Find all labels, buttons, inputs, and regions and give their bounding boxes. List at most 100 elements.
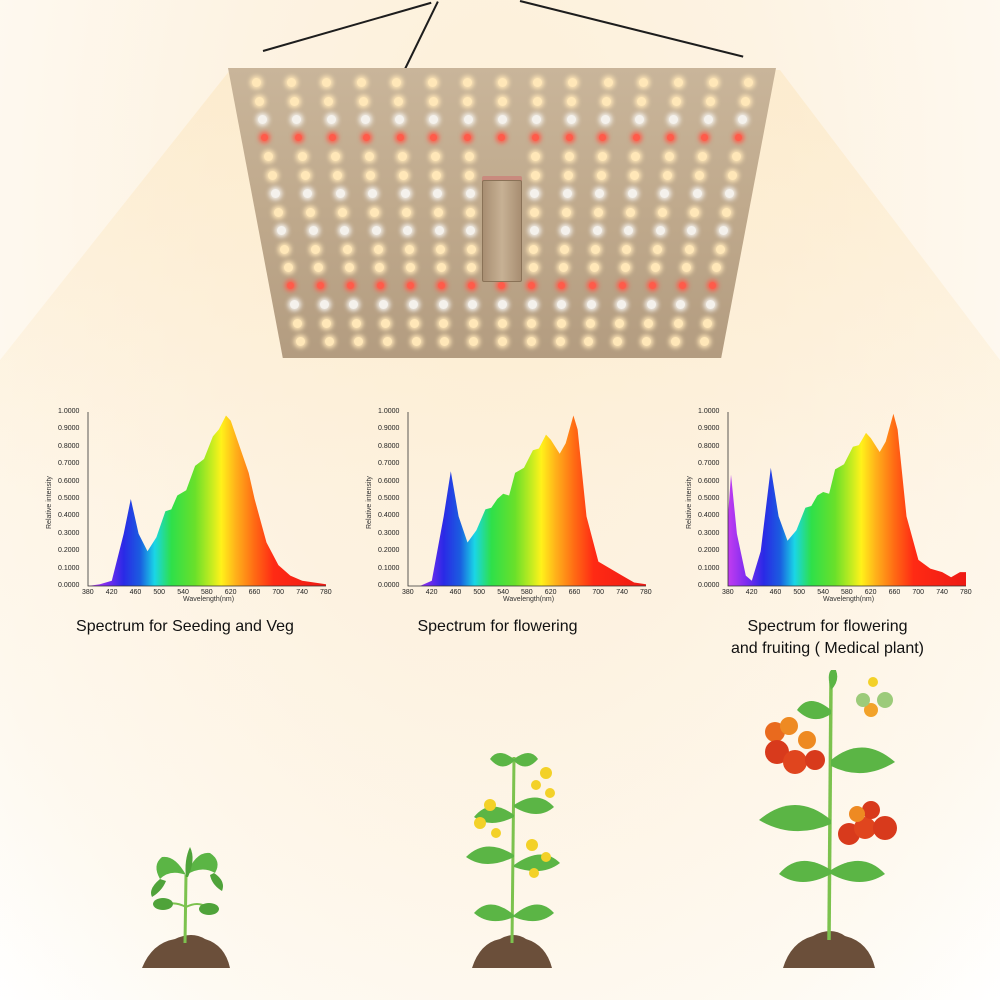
led-diode xyxy=(527,300,537,309)
led-diode xyxy=(690,207,699,217)
led-diode xyxy=(530,189,540,198)
x-axis-label: Wavelength(nm) xyxy=(503,596,555,603)
led-diode xyxy=(406,263,416,272)
x-tick-label: 380 xyxy=(722,589,734,596)
led-diode xyxy=(466,226,476,235)
led-diode xyxy=(533,78,543,87)
x-axis-label: Wavelength(nm) xyxy=(823,596,875,603)
led-diode xyxy=(436,263,446,272)
led-diode xyxy=(588,281,596,289)
led-diode xyxy=(437,281,445,289)
led-diode xyxy=(462,78,472,87)
led-diode xyxy=(351,318,361,328)
led-diode xyxy=(563,170,573,180)
led-diode xyxy=(400,189,410,198)
led-diode xyxy=(290,300,299,309)
y-tick-label: 1.0000 xyxy=(698,408,720,415)
x-tick-label: 460 xyxy=(769,589,782,596)
led-diode xyxy=(373,244,383,254)
led-diode xyxy=(375,263,385,272)
led-diode xyxy=(498,78,507,87)
led-diode xyxy=(397,152,407,161)
led-diode xyxy=(430,133,438,141)
x-tick-label: 740 xyxy=(616,589,628,596)
led-diode xyxy=(603,78,613,87)
led-diode xyxy=(595,189,605,198)
y-tick-label: 0.4000 xyxy=(698,512,720,520)
x-tick-label: 540 xyxy=(497,589,509,596)
led-diode xyxy=(613,337,623,346)
led-diode xyxy=(629,170,639,180)
led-diode xyxy=(624,226,634,235)
y-axis-label: Relative intensity xyxy=(366,476,373,529)
led-diode xyxy=(638,78,648,87)
led-diode xyxy=(669,115,679,124)
led-diode xyxy=(706,300,715,309)
led-diode xyxy=(407,281,415,289)
y-tick-label: 0.7000 xyxy=(698,460,720,468)
x-tick-label: 700 xyxy=(272,589,285,596)
y-tick-label: 0.5000 xyxy=(378,495,400,502)
x-tick-label: 420 xyxy=(425,589,438,596)
caption-seeding-veg: Spectrum for Seeding and Veg xyxy=(76,618,294,635)
led-diode xyxy=(734,133,742,141)
led-diode xyxy=(432,170,442,180)
led-diode xyxy=(283,263,293,272)
led-diode xyxy=(434,207,443,217)
led-diode xyxy=(328,133,336,141)
led-diode xyxy=(616,300,626,309)
led-diode xyxy=(671,96,681,106)
led-diode xyxy=(531,133,539,141)
led-diode xyxy=(561,226,571,235)
led-driver-box xyxy=(482,180,522,282)
led-diode xyxy=(530,170,540,180)
led-diode xyxy=(360,115,370,124)
x-tick-label: 540 xyxy=(177,589,189,596)
led-diode xyxy=(435,244,445,254)
led-diode xyxy=(498,300,507,309)
led-diode xyxy=(380,318,390,328)
y-tick-label: 0.2000 xyxy=(58,547,80,555)
led-diode xyxy=(429,115,439,124)
led-diode xyxy=(261,133,269,141)
led-diode xyxy=(725,189,735,198)
led-diode xyxy=(289,96,299,106)
led-diode xyxy=(651,263,661,272)
led-diode xyxy=(498,337,507,346)
x-tick-label: 620 xyxy=(544,589,557,596)
x-tick-label: 660 xyxy=(568,589,581,596)
y-tick-label: 0.0000 xyxy=(378,582,400,589)
y-tick-label: 0.0000 xyxy=(698,582,720,589)
led-diode xyxy=(258,115,267,124)
hanging-wire-center xyxy=(404,1,439,70)
led-diode xyxy=(559,263,569,272)
y-tick-label: 1.0000 xyxy=(58,408,80,415)
led-diode xyxy=(293,318,303,328)
led-diode xyxy=(600,115,610,124)
hanging-wire-right xyxy=(519,0,744,58)
led-diode xyxy=(468,300,478,309)
led-diode xyxy=(718,226,728,235)
led-diode xyxy=(277,226,287,235)
led-diode xyxy=(635,115,645,124)
x-tick-label: 780 xyxy=(320,589,332,596)
led-diode xyxy=(498,115,507,124)
led-diode xyxy=(498,281,505,289)
led-diode xyxy=(333,170,343,180)
spectrum-chart-flowering-fruiting: 1.0000 0.9000 0.8000 0.7000 0.6000 0.5000 0.40… xyxy=(680,400,972,610)
led-diode xyxy=(636,96,646,106)
led-diode xyxy=(354,337,363,346)
led-diode xyxy=(379,300,389,309)
x-tick-label: 380 xyxy=(82,589,94,596)
y-tick-label: 0.1000 xyxy=(58,564,80,572)
led-diode xyxy=(396,133,404,141)
led-diode xyxy=(531,152,541,161)
led-diode xyxy=(319,300,329,309)
led-diode xyxy=(555,337,565,346)
led-diode xyxy=(557,300,567,309)
x-tick-label: 380 xyxy=(402,589,414,596)
hanging-wire-left xyxy=(262,1,432,52)
caption-flowering-fruiting: Spectrum for flowering and fruiting ( Me… xyxy=(690,616,965,660)
led-diode xyxy=(306,207,315,217)
led-diode xyxy=(344,263,354,272)
